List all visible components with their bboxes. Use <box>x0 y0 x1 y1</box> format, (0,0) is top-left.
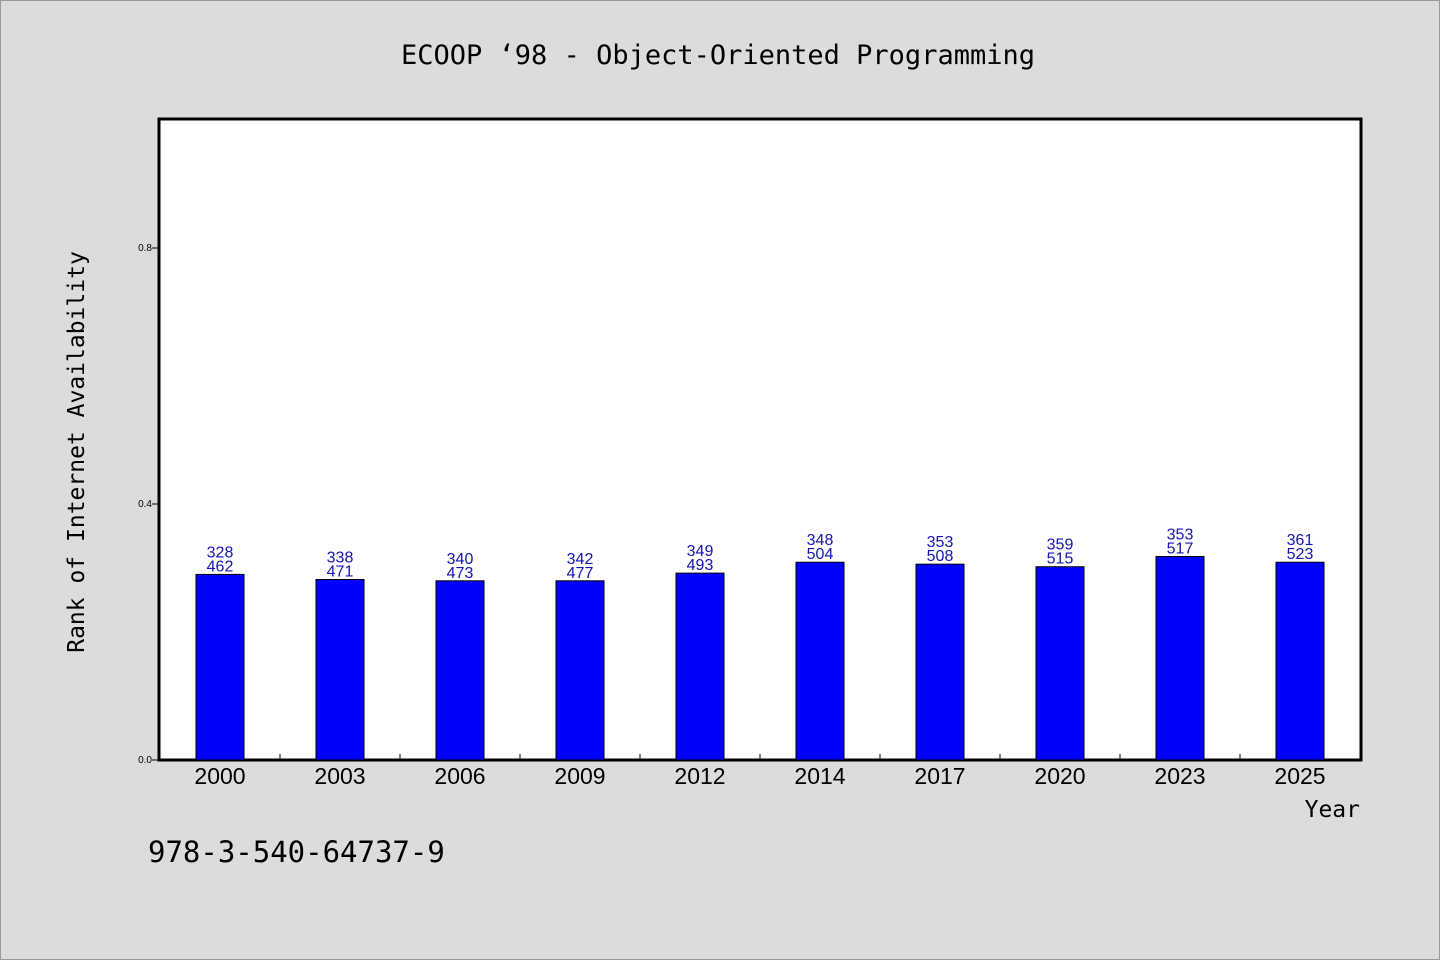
x-tick-label-2023: 2023 <box>1154 763 1205 789</box>
x-tick-label-2020: 2020 <box>1034 763 1085 789</box>
x-tick-label-2025: 2025 <box>1274 763 1325 789</box>
bar-2012 <box>675 572 725 761</box>
data-label-2006-bottom: 473 <box>447 565 474 582</box>
data-label-2003-bottom: 471 <box>327 564 354 581</box>
x-tick-label-2012: 2012 <box>674 763 725 789</box>
data-label-2009-bottom: 477 <box>567 565 594 582</box>
bar-2017 <box>915 563 965 761</box>
bar-2003 <box>315 579 365 761</box>
axis-ticks: 2000 2003 2006 2009 2012 2014 2017 2020 2023 2025… <box>138 243 1325 789</box>
data-label-2020-bottom: 515 <box>1047 551 1074 568</box>
isbn-footer: 978-3-540-64737-9 <box>148 835 445 869</box>
x-tick-label-2017: 2017 <box>914 763 965 789</box>
x-tick-label-2003: 2003 <box>314 763 365 789</box>
bar-2023 <box>1155 555 1205 761</box>
data-label-2017-top: 353 <box>927 534 954 551</box>
bar-2014 <box>795 561 845 761</box>
x-tick-label-2006: 2006 <box>434 763 485 789</box>
data-label-2006-top: 340 <box>447 551 474 568</box>
data-label-2000-top: 328 <box>207 544 234 561</box>
data-label-2025-top: 361 <box>1287 532 1314 549</box>
chart-title: ECOOP ‘98 - Object-Oriented Programming <box>401 40 1035 71</box>
data-label-2012-top: 349 <box>687 543 714 560</box>
data-label-2017-bottom: 508 <box>927 548 954 565</box>
bar-2025 <box>1275 561 1325 761</box>
x-axis-label: Year <box>1305 797 1360 823</box>
y-tick-label-0.8: 0.8 <box>138 243 152 254</box>
data-label-2000-bottom: 462 <box>207 558 234 575</box>
bar-2009 <box>555 580 605 761</box>
x-tick-label-2000: 2000 <box>194 763 245 789</box>
data-label-2009-top: 342 <box>567 551 594 568</box>
data-label-2023-bottom: 517 <box>1167 540 1194 557</box>
x-tick-label-2009: 2009 <box>554 763 605 789</box>
bar-2000 <box>195 573 245 761</box>
data-label-2012-bottom: 493 <box>687 557 714 574</box>
data-label-2003-top: 338 <box>327 550 354 567</box>
x-tick-label-2014: 2014 <box>794 763 845 789</box>
data-label-2014-bottom: 504 <box>807 546 834 563</box>
bars-group: 3284623384713404733424773494933485043535… <box>195 526 1325 761</box>
y-axis-label: Rank of Internet Availability <box>64 251 90 653</box>
bar-2006 <box>435 580 485 761</box>
data-label-2025-bottom: 523 <box>1287 546 1314 563</box>
data-label-2014-top: 348 <box>807 532 834 549</box>
bar-2020 <box>1035 566 1085 761</box>
data-label-2020-top: 359 <box>1047 537 1074 554</box>
y-tick-label-0.0: 0.0 <box>138 755 152 766</box>
data-label-2023-top: 353 <box>1167 526 1194 543</box>
y-tick-label-0.4: 0.4 <box>138 499 152 510</box>
